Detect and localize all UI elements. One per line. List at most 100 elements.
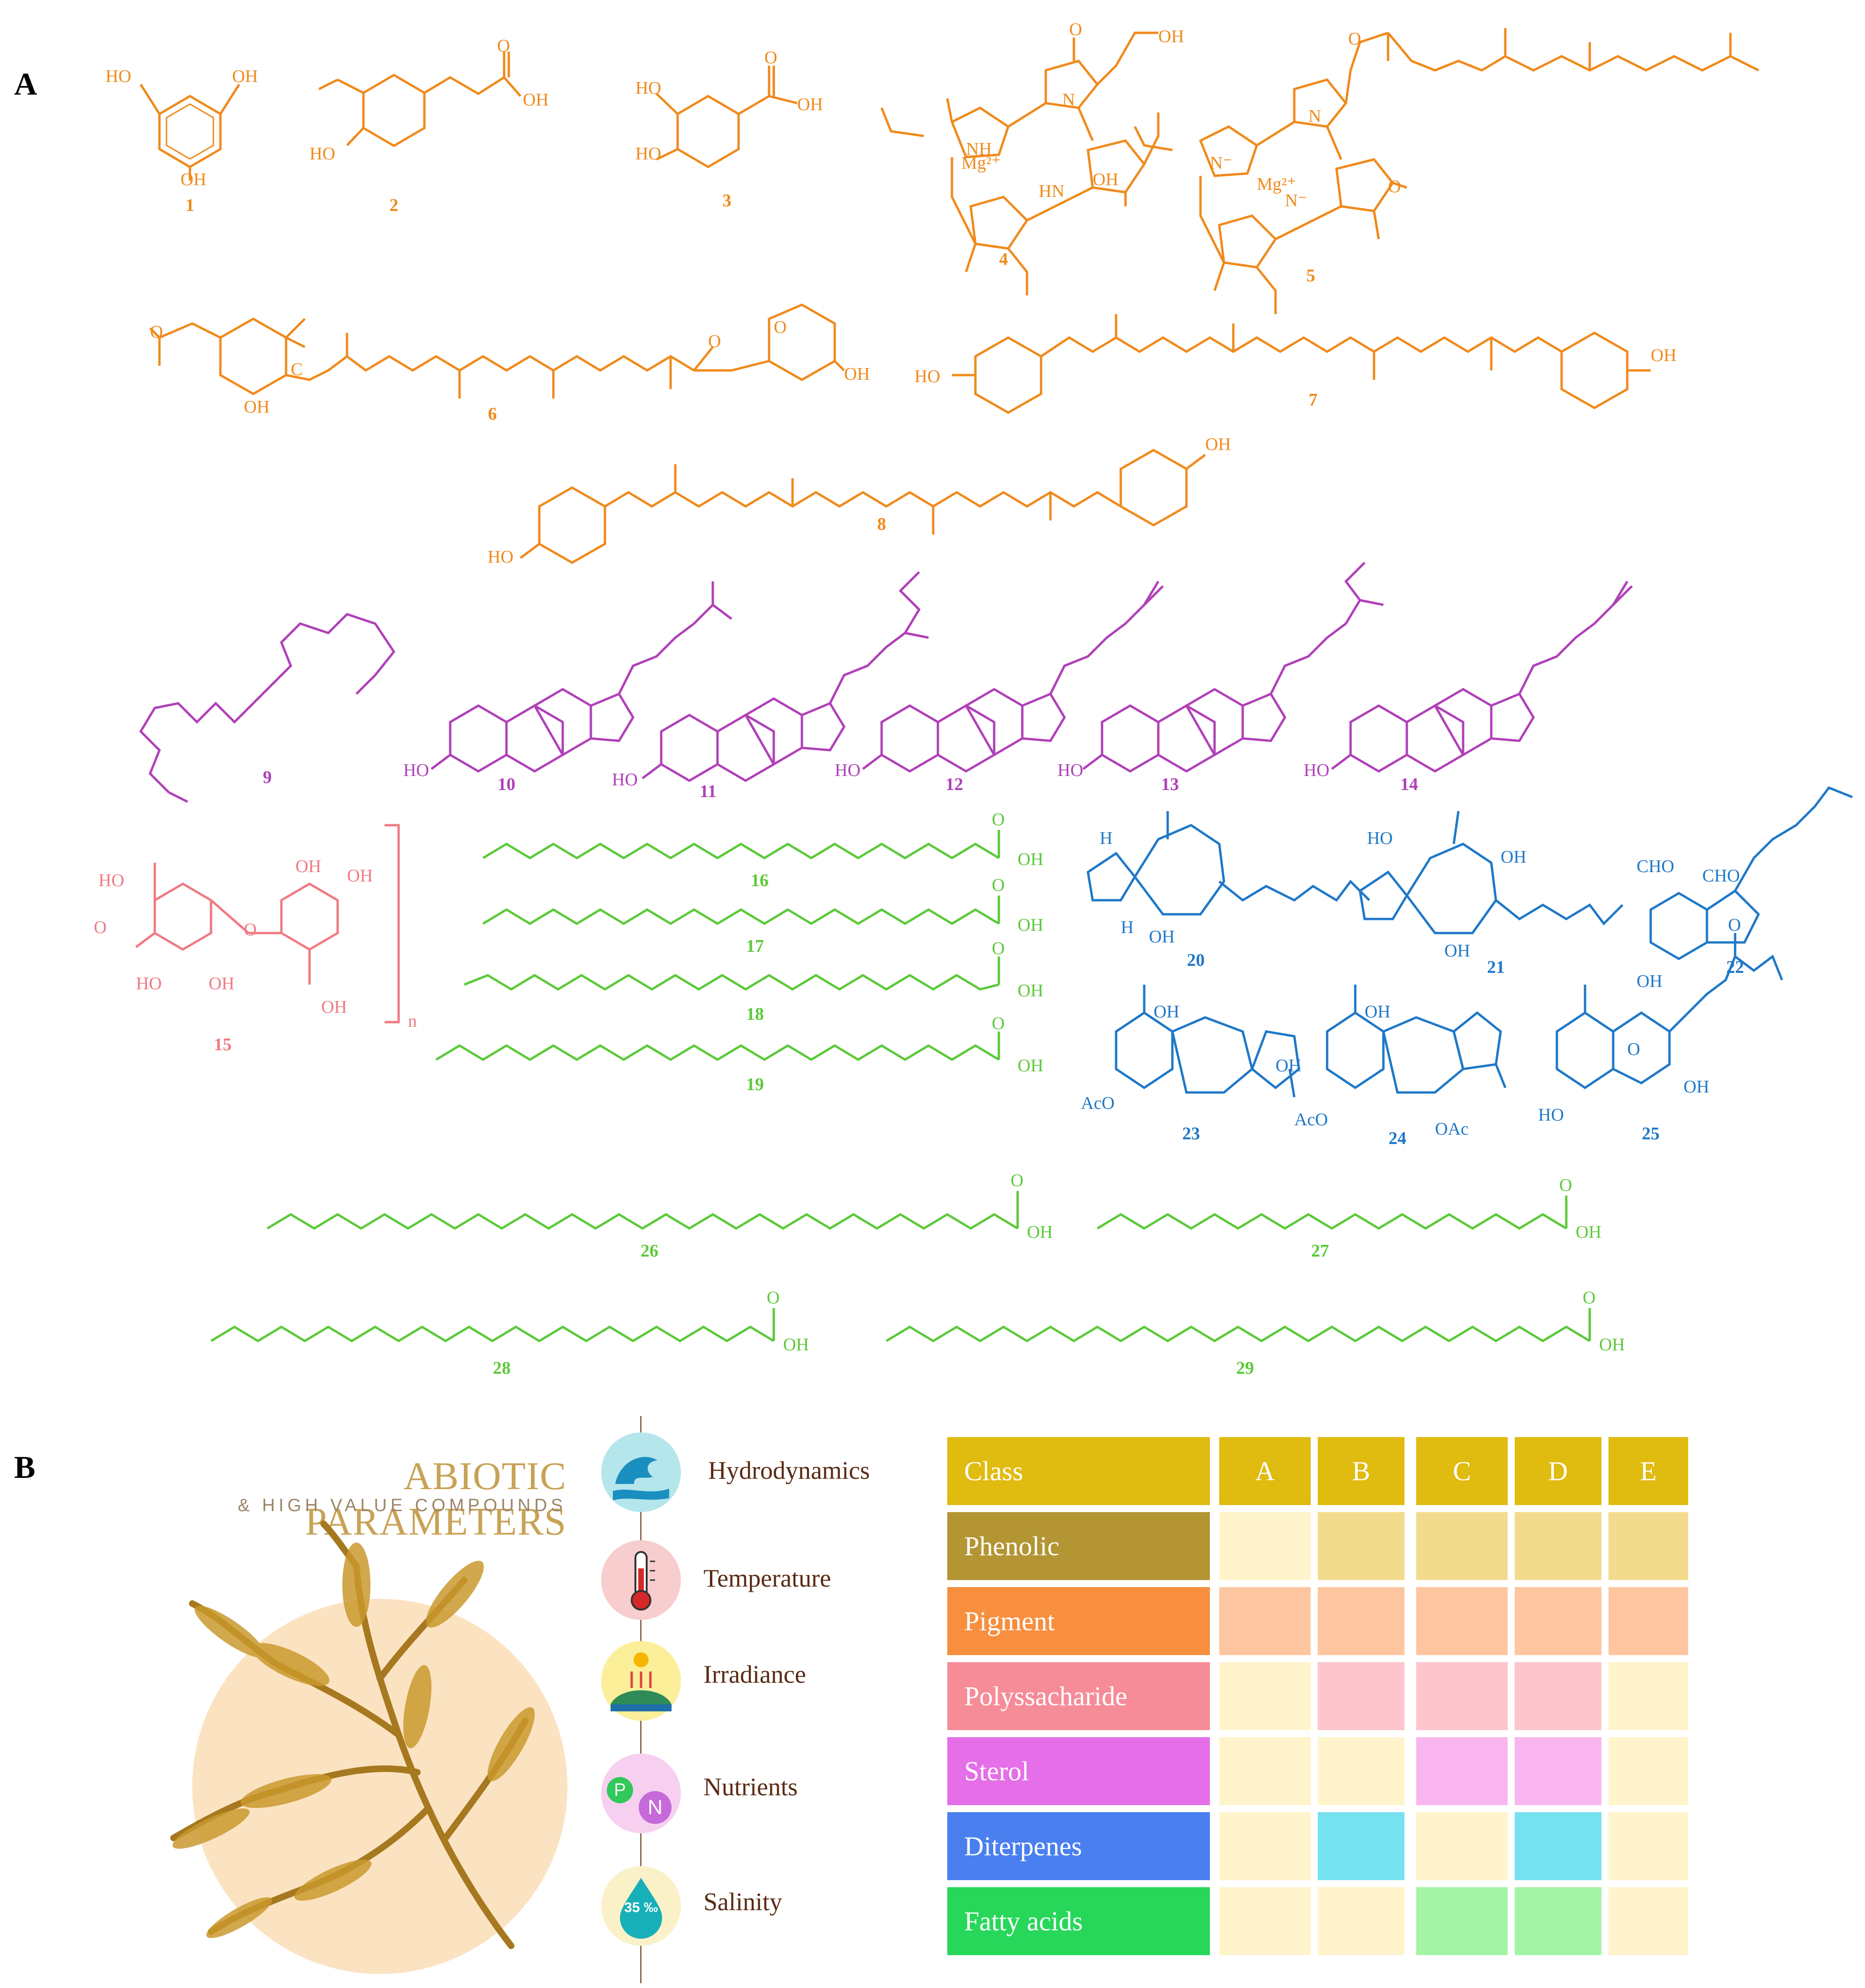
table-cell: [1219, 1737, 1311, 1805]
compound-25-ring: [1555, 1011, 1615, 1090]
salt-drop-icon: [620, 1878, 662, 1939]
atom-o: O: [992, 939, 1004, 958]
compound-number: 20: [1187, 950, 1205, 970]
parameter-label-salinity: Salinity: [703, 1888, 783, 1916]
compound-13-skeleton: [1082, 562, 1384, 773]
atom-oh: OH: [347, 866, 373, 886]
parameter-label-irradiance: Irradiance: [703, 1660, 806, 1688]
pink-atom-labels: HO O HO OH OH OH O OH n: [94, 857, 417, 1031]
atom-ho: HO: [612, 770, 638, 790]
table-cell: [1318, 1737, 1404, 1805]
table-row-label: Polyssacharide: [947, 1662, 1210, 1730]
panel-label-b: B: [14, 1449, 36, 1485]
compound-number-labels: 1 2 3 4 5 6 7 8 9 10 11 12 13 14 15 16 1…: [186, 191, 1744, 1378]
compound-7-violaxanthin: [952, 314, 1651, 414]
atom-oh: OH: [1365, 1002, 1390, 1022]
atom-o: O: [1348, 29, 1361, 49]
atom-oh: OH: [1018, 981, 1043, 1001]
compound-12-skeleton: [862, 580, 1164, 773]
abiotic-title: ABIOTIC PARAMETERS: [305, 1454, 566, 1544]
atom-oh: OH: [1018, 915, 1043, 935]
atom-oh: OH: [1018, 850, 1043, 869]
compound-14-skeleton: [1331, 580, 1633, 773]
compound-28-chain: [210, 1325, 775, 1342]
atom-o: O: [150, 322, 163, 342]
atom-oh: OH: [321, 997, 347, 1017]
compound-18-chain: [464, 974, 999, 991]
atom-ho: HO: [1057, 761, 1083, 780]
table-cell: [1219, 1662, 1311, 1730]
atom-oh: OH: [1154, 1002, 1179, 1022]
atom-ho: HO: [635, 144, 661, 164]
compound-number: 28: [493, 1358, 511, 1378]
compound-3-ring: [676, 95, 740, 168]
atom-nh: NH: [966, 139, 992, 159]
compound-number: 16: [751, 871, 769, 890]
atom-ho: HO: [488, 547, 513, 567]
atom-ho: HO: [914, 367, 940, 386]
atom-o: O: [1011, 1171, 1023, 1190]
atom-ho: HO: [1367, 828, 1393, 848]
table-cell: [1416, 1662, 1508, 1730]
table-cell: [1608, 1512, 1688, 1580]
atom-oh: OH: [523, 90, 549, 110]
compound-8-zeaxanthin: [520, 449, 1206, 564]
atom-oh: OH: [1651, 346, 1676, 365]
structures-panel: HO OH OH HO OH O HO HO OH O NH Mg²⁺ N HN…: [94, 20, 1853, 1378]
atom-oh: OH: [1018, 1056, 1043, 1076]
green-atom-labels: OH O OH O OH O OH O OH O OH O OH O OH O: [767, 810, 1625, 1355]
atom-o: O: [244, 920, 257, 940]
table-cell: [1318, 1662, 1404, 1730]
atom-ho: HO: [136, 974, 162, 994]
compound-number: 17: [746, 936, 764, 956]
compound-number: 19: [746, 1075, 764, 1094]
compound-number: 1: [186, 196, 195, 215]
temperature-badge: [601, 1540, 681, 1620]
compound-number: 2: [390, 196, 399, 215]
compound-number: 18: [746, 1004, 764, 1024]
table-cell: [1515, 1587, 1601, 1655]
compound-number: 5: [1306, 266, 1315, 286]
blue-atom-labels: H H OH HO OH OH CHO CHO OH OH OH AcO OH …: [1081, 828, 1741, 1139]
atom-aco: AcO: [1081, 1093, 1115, 1113]
wave-icon: [613, 1457, 669, 1500]
atom-cho: CHO: [1637, 857, 1674, 876]
seaweed-illustration: [170, 1521, 567, 1974]
atom-h: H: [1100, 828, 1112, 848]
atom-oh: OH: [1158, 27, 1184, 46]
table-cell: [1318, 1812, 1404, 1880]
atom-oh: OH: [244, 397, 270, 417]
atom-aco: AcO: [1294, 1110, 1328, 1130]
compound-22-ring: [1649, 892, 1708, 960]
atom-o: O: [497, 36, 510, 56]
thermometer-icon: [631, 1551, 655, 1611]
orange-atom-labels: HO OH OH HO OH O HO HO OH O NH Mg²⁺ N HN…: [106, 20, 1676, 567]
atom-c: C: [291, 360, 302, 379]
table-cell: [1515, 1512, 1601, 1580]
table-cell: [1219, 1887, 1311, 1955]
compound-16-chain: [482, 843, 1000, 859]
table-cell: [1515, 1887, 1601, 1955]
table-header-e: E: [1608, 1437, 1688, 1505]
table-cell: [1219, 1812, 1311, 1880]
atom-o: O: [774, 317, 786, 337]
atom-n-minus: N⁻: [1285, 191, 1307, 211]
atom-oh: OH: [1684, 1077, 1709, 1097]
atom-oh: OH: [844, 364, 870, 384]
table-cell: [1416, 1812, 1508, 1880]
compound-10-skeleton: [430, 581, 732, 773]
atom-oh: OH: [1599, 1335, 1625, 1355]
table-cell: [1608, 1587, 1688, 1655]
compound-20-ring: [1087, 851, 1137, 902]
atom-o: O: [764, 48, 777, 68]
compound-number: 3: [723, 191, 732, 211]
table-row-label: Phenolic: [947, 1512, 1210, 1580]
compound-24-ring: [1326, 1011, 1385, 1090]
atom-oh: OH: [209, 974, 234, 994]
table-header-class: Class: [947, 1437, 1210, 1505]
compound-4-porphyrin: [880, 31, 1160, 295]
salinity-value: 35 ‰: [624, 1900, 658, 1915]
atom-oh: OH: [783, 1335, 809, 1355]
irradiance-badge: [601, 1641, 681, 1721]
compound-number: 7: [1309, 390, 1318, 410]
